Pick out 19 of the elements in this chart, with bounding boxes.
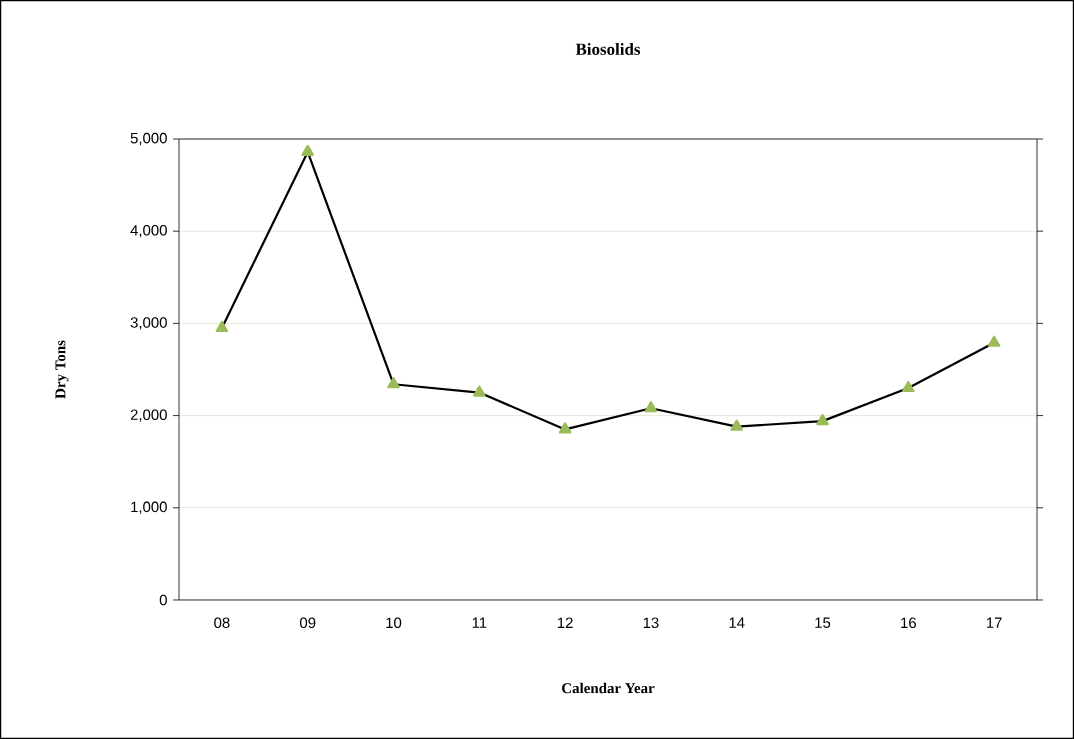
y-tick-label: 0 <box>159 594 167 606</box>
y-axis-title: Dry Tons <box>55 340 69 399</box>
x-tick-label: 12 <box>557 617 573 628</box>
x-tick-label: 09 <box>299 617 316 629</box>
x-tick-label: 11 <box>472 617 487 628</box>
y-tick-label: 4,000 <box>130 225 167 238</box>
y-tick-label: 3,000 <box>130 317 167 330</box>
x-tick-label: 16 <box>901 617 916 629</box>
x-axis-title: Calendar Year <box>562 682 655 694</box>
x-tick-label: 10 <box>386 617 402 629</box>
x-tick-label: 13 <box>643 617 659 629</box>
x-tick-label: 15 <box>815 617 831 628</box>
y-tick-label: 2,000 <box>130 409 167 422</box>
x-tick-label: 14 <box>729 617 745 628</box>
y-tick-label: 5,000 <box>130 132 167 146</box>
x-tick-label: 08 <box>214 617 230 629</box>
x-tick-label: 17 <box>986 617 1002 628</box>
y-tick-label: 1,000 <box>131 501 167 514</box>
chart-title: Biosolids <box>575 43 641 55</box>
